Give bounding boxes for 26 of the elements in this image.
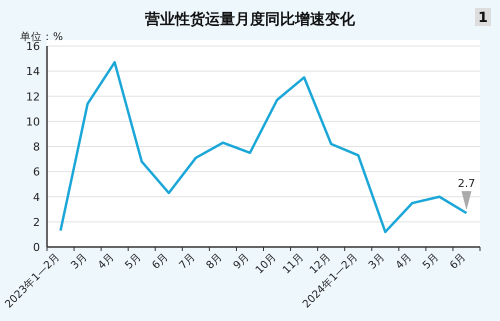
- y-axis-title: 单位：%: [20, 30, 63, 43]
- data-label: 2.7: [458, 177, 476, 190]
- x-tick-label: 5月: [420, 250, 442, 272]
- x-tick-label: 10月: [253, 250, 280, 276]
- x-tick-label: 6月: [150, 250, 171, 272]
- x-tick-label: 9月: [231, 250, 252, 272]
- y-tick-label: 2: [33, 216, 40, 229]
- x-tick-label: 4月: [393, 250, 414, 272]
- x-tick-label: 3月: [366, 250, 388, 272]
- x-tick-label: 11月: [280, 250, 306, 276]
- y-tick-label: 6: [33, 166, 40, 179]
- x-tick-label: 6月: [448, 250, 469, 272]
- y-tick-label: 8: [33, 140, 40, 154]
- y-tick-label: 14: [26, 65, 40, 78]
- x-tick-label: 8月: [204, 250, 226, 272]
- x-tick-label: 3月: [68, 250, 90, 272]
- x-tick-label: 7月: [176, 250, 198, 272]
- y-tick-label: 16: [26, 40, 40, 53]
- y-tick-label: 10: [26, 115, 40, 128]
- y-tick-label: 0: [33, 241, 40, 254]
- x-tick-label: 5月: [122, 250, 144, 272]
- x-tick-label: 4月: [96, 250, 117, 272]
- text: 1: [478, 10, 488, 26]
- y-tick-label: 12: [26, 90, 40, 104]
- y-tick-label: 4: [33, 190, 40, 204]
- chart-title: 营业性货运量月度同比增速变化: [144, 10, 356, 28]
